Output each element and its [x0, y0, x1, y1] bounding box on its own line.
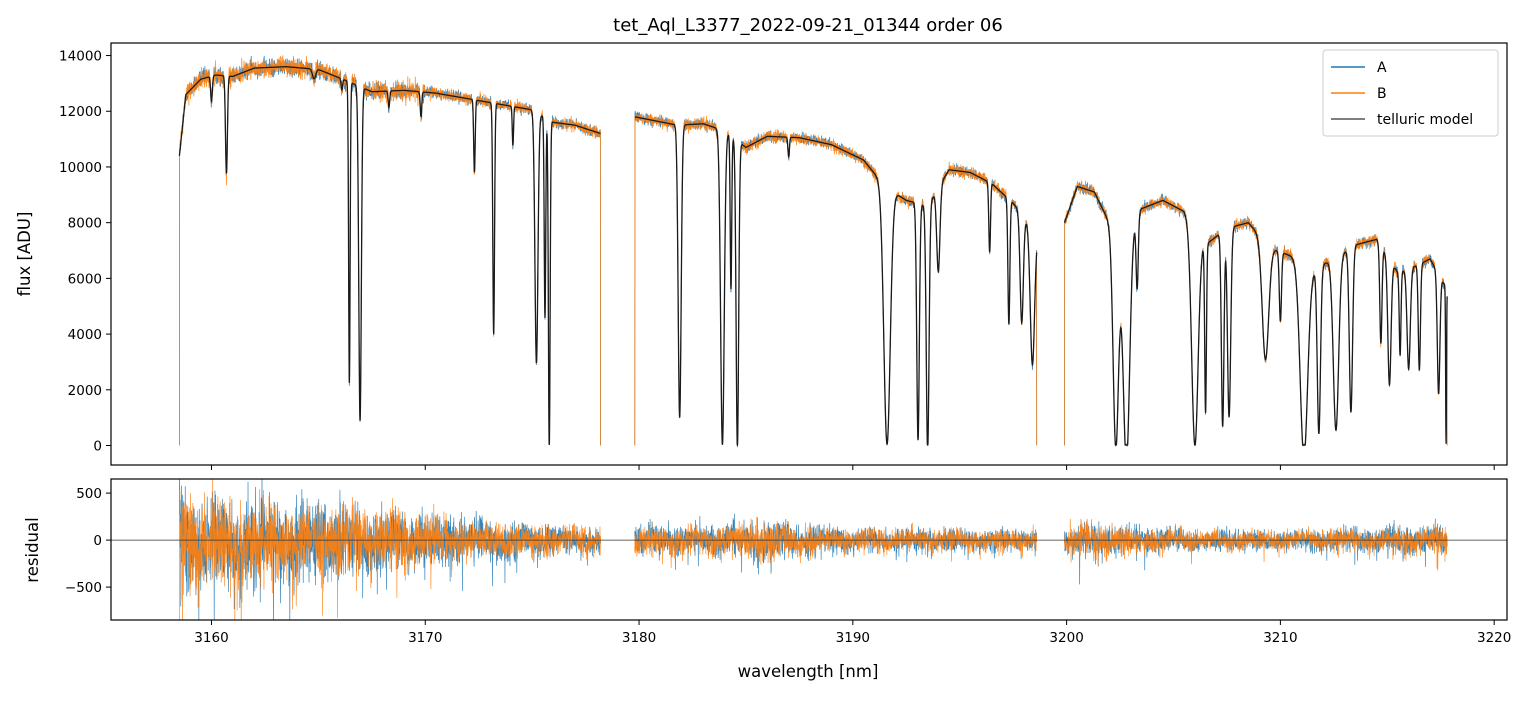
flux-y-tick-label: 8000: [68, 216, 102, 232]
x-tick-label: 3210: [1263, 630, 1297, 646]
residual-y-axis-label: residual: [23, 517, 42, 582]
legend-box: [1322, 49, 1499, 137]
x-tick-label: 3180: [622, 630, 656, 646]
residual-y-tick-label: 0: [93, 533, 102, 549]
x-tick-label: 3220: [1477, 630, 1511, 646]
flux-y-tick-label: 12000: [59, 104, 102, 120]
residual-series-group: [111, 479, 1507, 620]
x-tick-label: 3190: [836, 630, 870, 646]
chart-title: tet_Aql_L3377_2022-09-21_01344 order 06: [613, 15, 1003, 36]
flux-y-tick-label: 6000: [68, 271, 102, 287]
x-tick-label: 3200: [1049, 630, 1083, 646]
flux-y-tick-label: 0: [93, 439, 102, 455]
legend: A B telluric model: [1322, 49, 1499, 137]
x-tick-label: 3170: [408, 630, 442, 646]
flux-y-tick-label: 10000: [59, 160, 102, 176]
residual-panel: −500 0 500 3160 3170 3180 3190 3200 3210 3220 re…: [23, 478, 1511, 681]
residual-series-b-segment-2: [634, 516, 1038, 572]
residual-y-tick-label: −500: [65, 580, 102, 596]
flux-panel: 0 2000 4000 6000 8000 10000 12000 14000 flux [A…: [15, 42, 1508, 470]
residual-y-tick-label: 500: [76, 486, 102, 502]
flux-y-tick-label: 4000: [68, 327, 102, 343]
flux-x-ticks: [210, 465, 1495, 470]
flux-y-axis-label: flux [ADU]: [15, 212, 34, 297]
residual-series-b-segment-3: [1064, 518, 1448, 571]
flux-y-tick-label: 14000: [59, 49, 102, 65]
telluric-model-segment-2: [634, 116, 1038, 448]
telluric-model-segment-1: [178, 66, 601, 445]
flux-plot-frame: [110, 42, 1508, 466]
residual-plot-frame: [110, 478, 1508, 621]
flux-y-ticks: 0 2000 4000 6000 8000 10000 12000 14000: [59, 49, 111, 455]
residual-series-b-segment-1: [179, 479, 601, 620]
legend-label-model: telluric model: [1377, 112, 1473, 128]
x-tick-label: 3160: [194, 630, 228, 646]
residual-x-ticks: 3160 3170 3180 3190 3200 3210 3220: [194, 620, 1511, 646]
flux-y-tick-label: 2000: [68, 383, 102, 399]
flux-series-group: [178, 55, 1448, 448]
telluric-model-segment-3: [1063, 185, 1448, 446]
legend-label-a: A: [1377, 60, 1387, 76]
residual-y-ticks: −500 0 500: [65, 486, 111, 596]
legend-label-b: B: [1377, 86, 1387, 102]
flux-series-b-segment-2: [634, 113, 1038, 447]
x-axis-label: wavelength [nm]: [738, 662, 879, 681]
